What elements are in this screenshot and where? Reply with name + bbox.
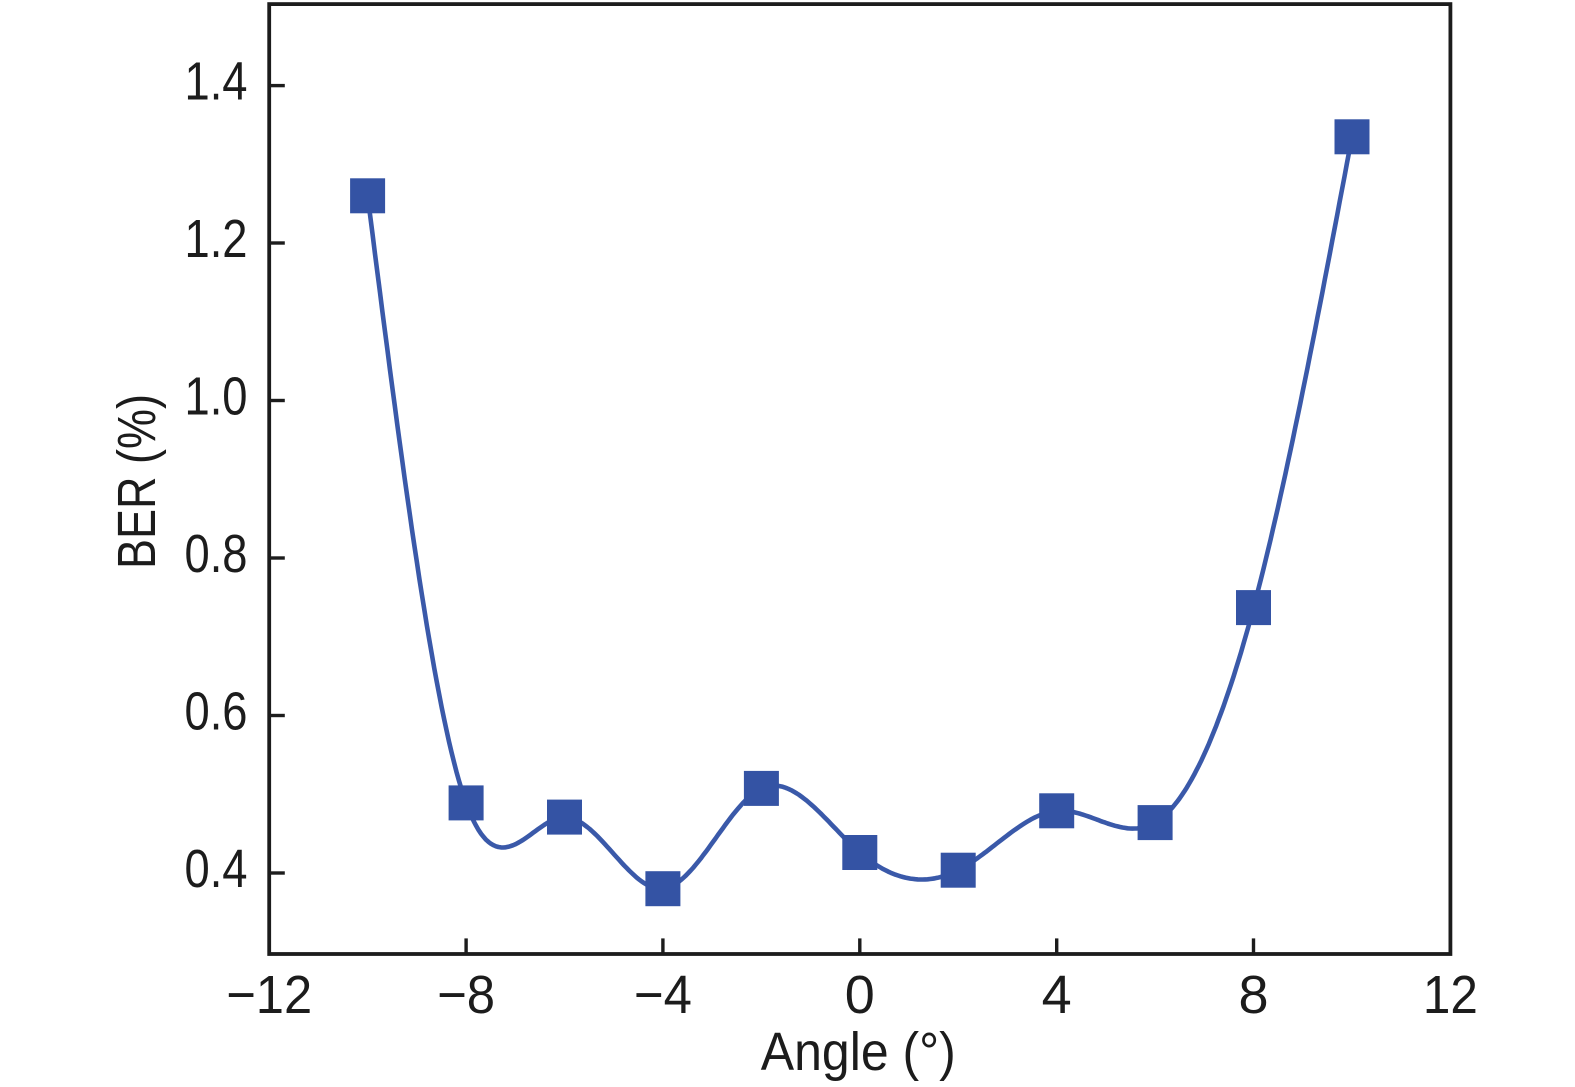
svg-text:12: 12 xyxy=(1423,965,1478,1025)
svg-text:1.0: 1.0 xyxy=(185,367,248,427)
svg-text:0: 0 xyxy=(845,965,875,1025)
svg-text:0.4: 0.4 xyxy=(185,839,248,899)
svg-text:4: 4 xyxy=(1042,965,1072,1025)
svg-text:0.6: 0.6 xyxy=(185,682,248,742)
svg-text:8: 8 xyxy=(1238,965,1268,1025)
svg-text:Angle (°): Angle (°) xyxy=(761,1022,956,1082)
svg-text:1.2: 1.2 xyxy=(185,209,248,269)
svg-text:−4: −4 xyxy=(634,965,692,1025)
svg-text:−12: −12 xyxy=(226,965,312,1025)
svg-text:−8: −8 xyxy=(437,965,495,1025)
svg-text:1.4: 1.4 xyxy=(185,52,248,112)
svg-text:0.8: 0.8 xyxy=(185,524,248,584)
svg-text:BER (%): BER (%) xyxy=(107,394,167,569)
